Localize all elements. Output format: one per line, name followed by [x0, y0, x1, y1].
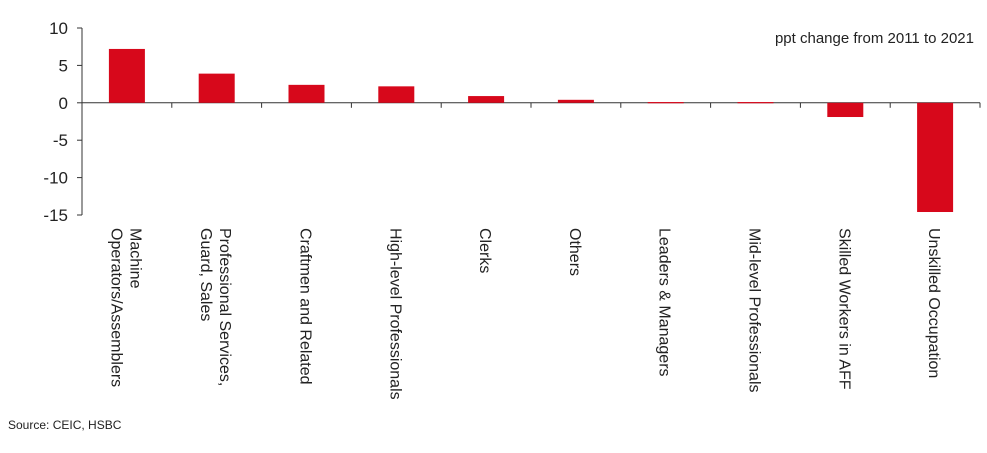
category-label: Leaders & Managers	[656, 228, 673, 377]
chart-note: ppt change from 2011 to 2021	[775, 30, 974, 47]
category-label: Skilled Workers in AFF	[835, 228, 852, 390]
bars	[108, 48, 954, 213]
axes: 10 5 0 -5 -10 -15	[43, 19, 981, 225]
category-label-line: Mid-level Professionals	[746, 228, 763, 393]
bar	[917, 102, 954, 213]
category-label-line: High-level Professionals	[386, 228, 403, 400]
bar	[737, 102, 774, 104]
bar	[827, 102, 864, 118]
y-tick-label: -15	[43, 206, 68, 225]
category-label-line: Machine	[126, 228, 143, 289]
source-note: Source: CEIC, HSBC	[8, 418, 122, 432]
category-label: Others	[566, 228, 583, 276]
category-label-line: Guard, Sales	[197, 228, 214, 321]
category-label: Unskilled Occupation	[925, 228, 942, 378]
category-label-line: Professional Services,	[216, 228, 233, 386]
category-label-line: Unskilled Occupation	[925, 228, 942, 378]
category-label-line: Skilled Workers in AFF	[835, 228, 852, 390]
bar	[647, 102, 684, 104]
bar	[378, 86, 415, 103]
bar	[557, 99, 594, 103]
y-tick-label: 5	[59, 56, 68, 75]
category-label: Clerks	[476, 228, 493, 273]
category-label: Craftmen and Related	[297, 228, 314, 385]
category-label: Professional Services,Guard, Sales	[197, 228, 233, 386]
category-label-line: Clerks	[476, 228, 493, 273]
category-label-line: Leaders & Managers	[656, 228, 673, 377]
category-label-line: Operators/Assemblers	[107, 228, 124, 387]
category-label: High-level Professionals	[386, 228, 403, 400]
y-tick-label: 0	[59, 94, 68, 113]
bar	[108, 48, 145, 103]
category-label: Mid-level Professionals	[746, 228, 763, 393]
category-label-line: Others	[566, 228, 583, 276]
y-tick-label: -5	[53, 131, 68, 150]
bar	[468, 96, 505, 103]
category-label-line: Craftmen and Related	[297, 228, 314, 385]
bar	[198, 73, 235, 103]
y-tick-label: 10	[49, 19, 68, 38]
bar	[288, 84, 325, 103]
y-tick-label: -10	[43, 169, 68, 188]
